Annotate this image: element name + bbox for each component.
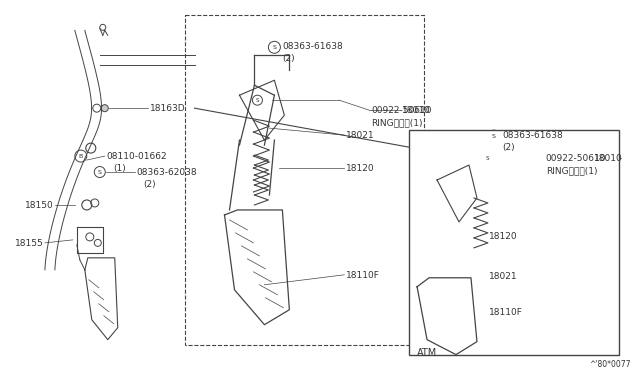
Text: 08363-61638: 08363-61638 [282,42,343,51]
Circle shape [75,150,87,162]
Text: S: S [492,134,496,139]
Text: 18110F: 18110F [346,271,380,280]
Text: (1): (1) [113,164,125,173]
Text: 18010: 18010 [594,154,623,163]
Text: B: B [79,154,83,158]
Text: S: S [485,155,489,161]
Bar [409,130,619,355]
Circle shape [101,105,108,112]
Text: RINGリング(1): RINGリング(1) [371,118,422,127]
Text: 18021: 18021 [489,272,518,281]
Circle shape [488,130,500,142]
Text: RINGリング(1): RINGリング(1) [546,166,597,175]
Text: 18010: 18010 [402,106,431,115]
Text: 08363-62038: 08363-62038 [137,168,197,177]
Text: (2): (2) [502,143,515,152]
Bar [184,15,424,344]
Text: 18120: 18120 [489,232,518,241]
Text: 18163D: 18163D [150,104,186,113]
Circle shape [252,95,262,105]
Text: S: S [256,98,259,103]
Text: S: S [98,170,102,174]
Text: ATM: ATM [417,348,437,357]
Text: 00922-50610: 00922-50610 [371,106,432,115]
Text: 18110F: 18110F [489,308,523,317]
Text: 00922-50610: 00922-50610 [546,154,606,163]
Text: (2): (2) [282,54,295,63]
Text: 18120: 18120 [346,164,375,173]
Text: S: S [273,45,276,50]
Text: 18021: 18021 [346,131,375,140]
Circle shape [94,167,105,177]
Text: ^'80*0077: ^'80*0077 [589,360,630,369]
Text: 18155: 18155 [15,239,44,248]
Text: 18150: 18150 [25,201,54,210]
Text: 08363-61638: 08363-61638 [502,131,563,140]
Circle shape [268,41,280,53]
Text: (2): (2) [144,180,156,189]
Text: 08110-01662: 08110-01662 [107,152,168,161]
Circle shape [482,153,492,163]
